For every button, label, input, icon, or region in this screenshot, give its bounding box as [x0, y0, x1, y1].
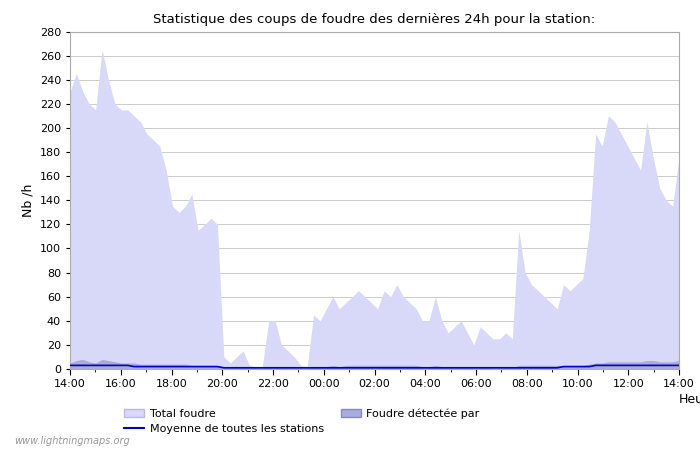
Text: www.lightningmaps.org: www.lightningmaps.org: [14, 436, 130, 446]
Title: Statistique des coups de foudre des dernières 24h pour la station:: Statistique des coups de foudre des dern…: [153, 13, 596, 26]
Y-axis label: Nb /h: Nb /h: [21, 184, 34, 217]
Legend: Total foudre, Moyenne de toutes les stations, Foudre détectée par: Total foudre, Moyenne de toutes les stat…: [125, 408, 480, 434]
Text: Heure: Heure: [679, 392, 700, 405]
